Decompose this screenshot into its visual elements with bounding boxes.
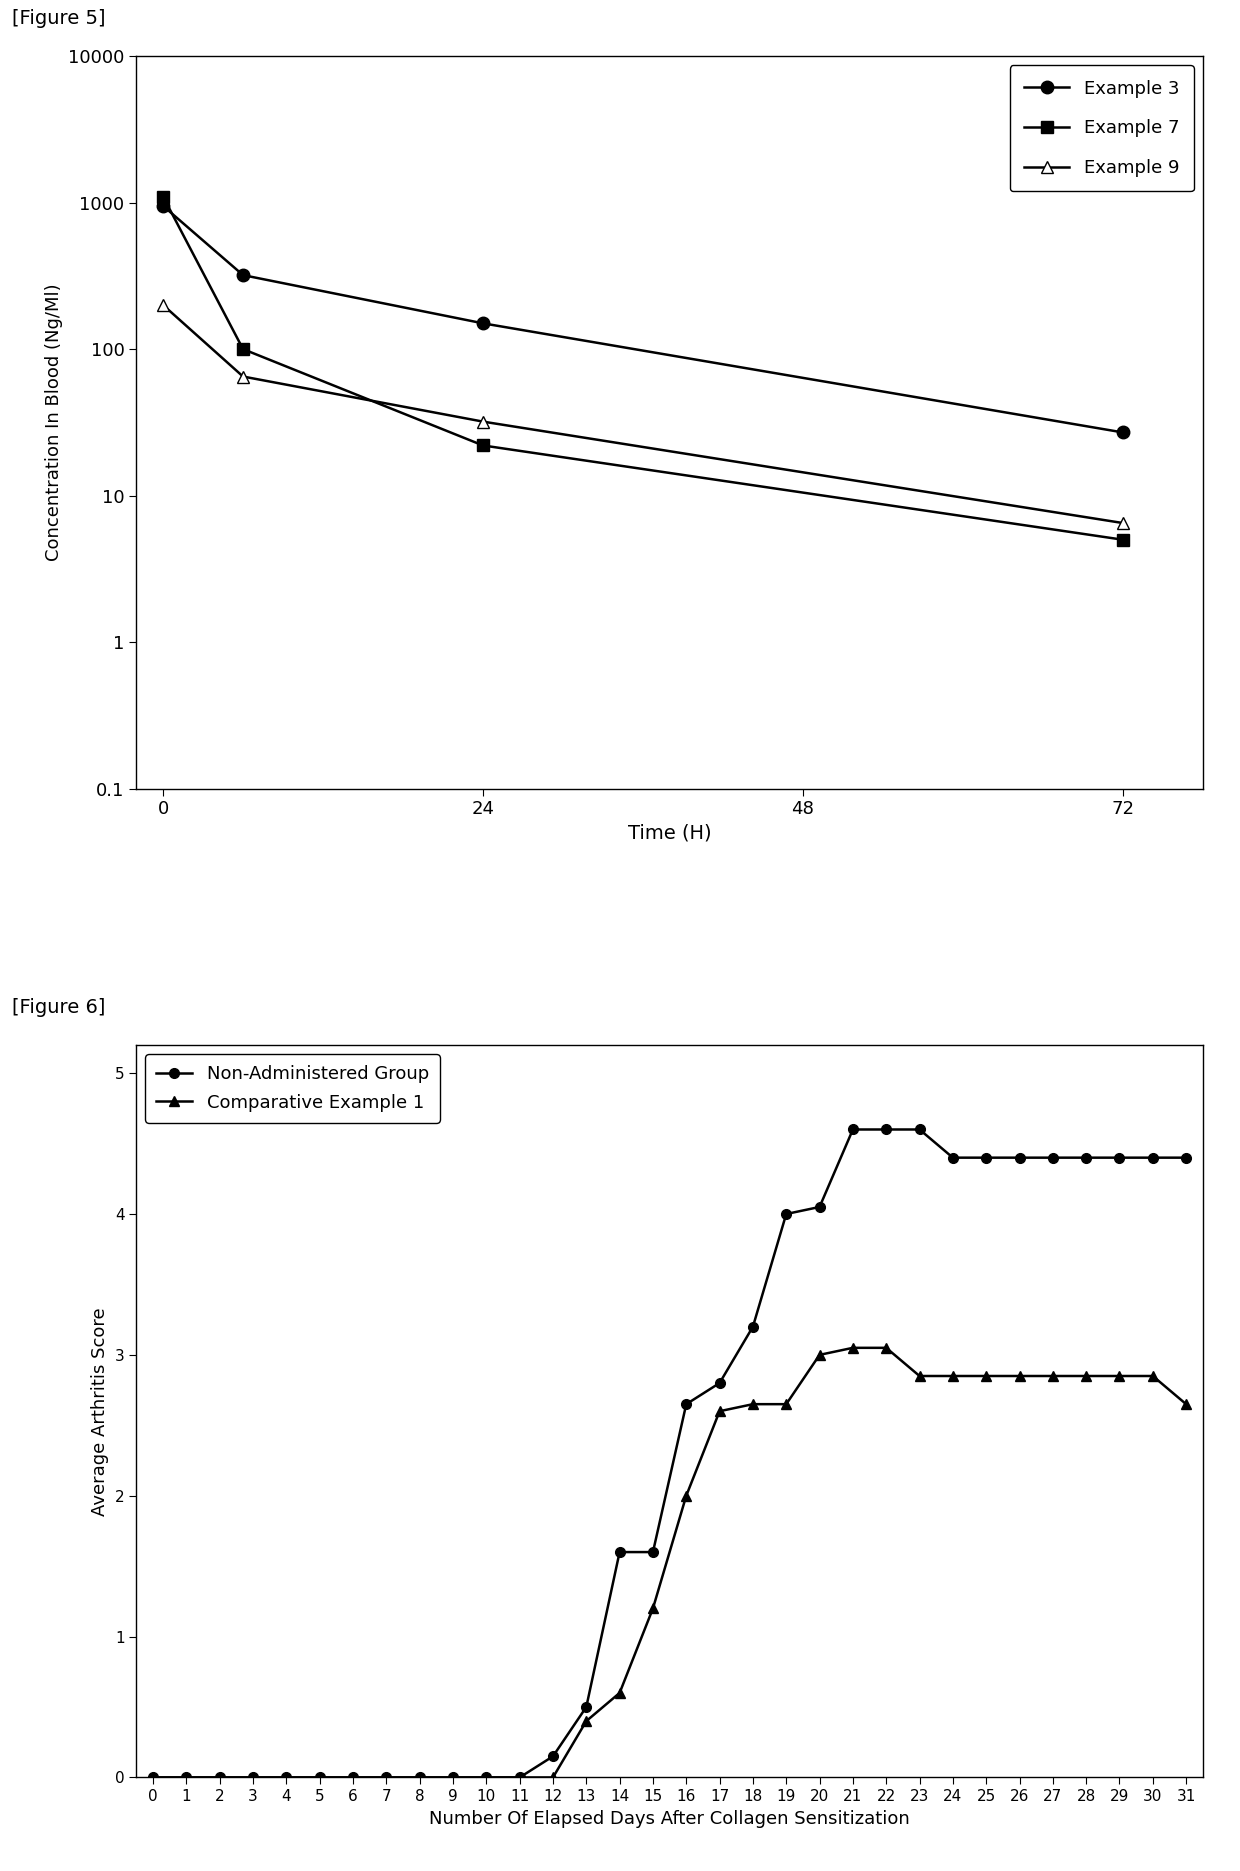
Comparative Example 1: [346, 1766, 361, 1789]
Example 3: [475, 312, 490, 335]
Line: Example 7: Example 7: [156, 191, 1130, 546]
X-axis label: Number Of Elapsed Days After Collagen Sensitization: Number Of Elapsed Days After Collagen Se…: [429, 1809, 910, 1828]
Comparative Example 1: [1146, 1364, 1161, 1386]
Comparative Example 1: [812, 1343, 827, 1366]
Comparative Example 1: [512, 1766, 527, 1789]
Comparative Example 1: [978, 1364, 993, 1386]
Example 7: [236, 339, 250, 361]
Non-Administered Group: [678, 1392, 693, 1414]
Comparative Example 1: [579, 1710, 594, 1733]
Non-Administered Group: [179, 1766, 193, 1789]
Comparative Example 1: [212, 1766, 227, 1789]
Example 9: [1116, 513, 1131, 535]
Comparative Example 1: [279, 1766, 294, 1789]
Comparative Example 1: [846, 1336, 861, 1358]
Comparative Example 1: [1079, 1364, 1094, 1386]
Comparative Example 1: [312, 1766, 327, 1789]
Comparative Example 1: [546, 1766, 560, 1789]
Comparative Example 1: [779, 1392, 794, 1414]
Line: Comparative Example 1: Comparative Example 1: [149, 1343, 1190, 1783]
Non-Administered Group: [1012, 1147, 1027, 1169]
Non-Administered Group: [913, 1119, 928, 1141]
Non-Administered Group: [479, 1766, 494, 1789]
X-axis label: Time (H): Time (H): [627, 823, 712, 844]
Non-Administered Group: [846, 1119, 861, 1141]
Example 7: [1116, 528, 1131, 550]
Non-Administered Group: [646, 1542, 661, 1564]
Comparative Example 1: [445, 1766, 460, 1789]
Comparative Example 1: [613, 1682, 627, 1704]
Example 9: [156, 294, 171, 316]
Non-Administered Group: [712, 1371, 727, 1394]
Comparative Example 1: [412, 1766, 427, 1789]
Comparative Example 1: [145, 1766, 160, 1789]
Comparative Example 1: [879, 1336, 894, 1358]
Non-Administered Group: [1179, 1147, 1194, 1169]
Non-Administered Group: [879, 1119, 894, 1141]
Y-axis label: Concentration In Blood (Ng/Ml): Concentration In Blood (Ng/Ml): [45, 284, 63, 561]
Non-Administered Group: [1079, 1147, 1094, 1169]
Non-Administered Group: [246, 1766, 260, 1789]
Non-Administered Group: [945, 1147, 960, 1169]
Example 9: [236, 365, 250, 387]
Comparative Example 1: [945, 1364, 960, 1386]
Non-Administered Group: [613, 1542, 627, 1564]
Non-Administered Group: [579, 1695, 594, 1718]
Non-Administered Group: [445, 1766, 460, 1789]
Comparative Example 1: [712, 1400, 727, 1422]
Comparative Example 1: [179, 1766, 193, 1789]
Comparative Example 1: [479, 1766, 494, 1789]
Comparative Example 1: [379, 1766, 394, 1789]
Example 7: [475, 434, 490, 457]
Y-axis label: Average Arthritis Score: Average Arthritis Score: [92, 1308, 109, 1516]
Non-Administered Group: [1146, 1147, 1161, 1169]
Example 3: [156, 195, 171, 217]
Non-Administered Group: [1045, 1147, 1060, 1169]
Non-Administered Group: [779, 1203, 794, 1226]
Text: [Figure 6]: [Figure 6]: [12, 997, 105, 1018]
Line: Non-Administered Group: Non-Administered Group: [149, 1124, 1190, 1783]
Non-Administered Group: [145, 1766, 160, 1789]
Comparative Example 1: [1045, 1364, 1060, 1386]
Non-Administered Group: [379, 1766, 394, 1789]
Line: Example 3: Example 3: [156, 200, 1130, 438]
Non-Administered Group: [546, 1746, 560, 1768]
Example 9: [475, 410, 490, 432]
Non-Administered Group: [812, 1196, 827, 1218]
Non-Administered Group: [279, 1766, 294, 1789]
Comparative Example 1: [1112, 1364, 1127, 1386]
Non-Administered Group: [512, 1766, 527, 1789]
Non-Administered Group: [346, 1766, 361, 1789]
Comparative Example 1: [1012, 1364, 1027, 1386]
Example 7: [156, 185, 171, 208]
Example 3: [236, 264, 250, 286]
Non-Administered Group: [312, 1766, 327, 1789]
Legend: Example 3, Example 7, Example 9: Example 3, Example 7, Example 9: [1009, 65, 1194, 191]
Non-Administered Group: [1112, 1147, 1127, 1169]
Legend: Non-Administered Group, Comparative Example 1: Non-Administered Group, Comparative Exam…: [145, 1053, 440, 1123]
Example 3: [1116, 421, 1131, 443]
Comparative Example 1: [913, 1364, 928, 1386]
Comparative Example 1: [678, 1484, 693, 1506]
Text: [Figure 5]: [Figure 5]: [12, 9, 105, 28]
Non-Administered Group: [412, 1766, 427, 1789]
Non-Administered Group: [745, 1315, 760, 1338]
Comparative Example 1: [745, 1392, 760, 1414]
Comparative Example 1: [246, 1766, 260, 1789]
Comparative Example 1: [1179, 1392, 1194, 1414]
Non-Administered Group: [978, 1147, 993, 1169]
Non-Administered Group: [212, 1766, 227, 1789]
Comparative Example 1: [646, 1598, 661, 1620]
Line: Example 9: Example 9: [156, 299, 1130, 529]
